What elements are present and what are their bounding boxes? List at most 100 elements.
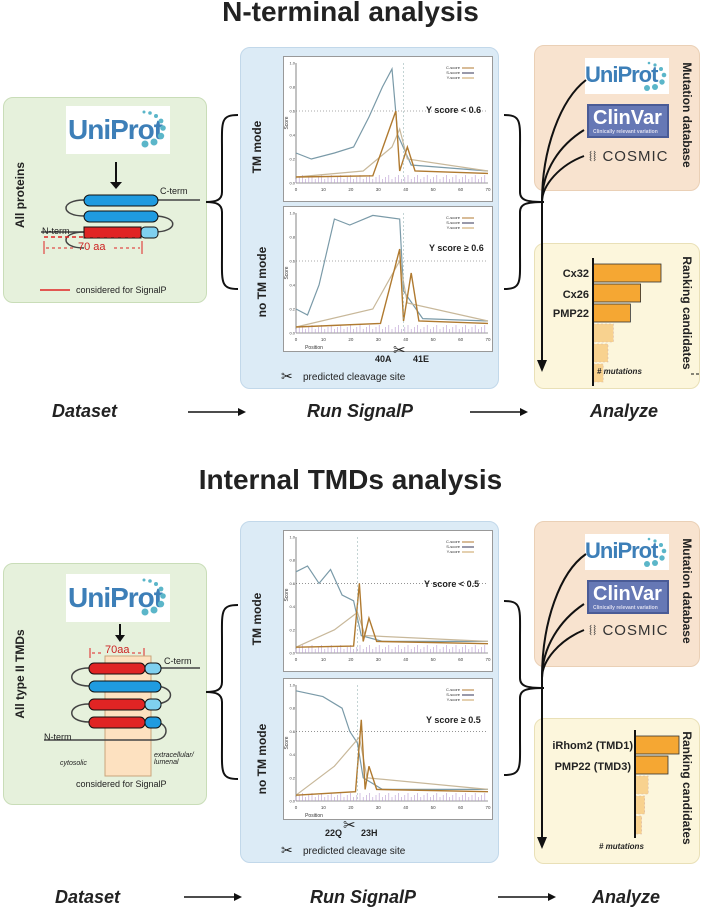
ranking-bar-faded [634, 795, 645, 815]
y-tick-label: 0.4 [289, 283, 295, 288]
clinvar-logo: ClinVar Clinically relevant variation [587, 104, 669, 138]
ranking-bar-faded [592, 323, 614, 343]
tm-mode-label: TM mode [250, 120, 264, 174]
arrow-3 [184, 893, 242, 901]
mutation-db-label-bottom: Mutation database [680, 538, 694, 644]
x-tick-label: 50 [431, 187, 437, 192]
cytosolic-label: cytosolic [60, 760, 87, 767]
x-tick-label: 40 [403, 337, 409, 342]
x-tick-label: 70 [485, 657, 491, 662]
y-tick-label: 0.4 [289, 752, 295, 757]
dna-icon: ⧙⧘ [589, 622, 598, 639]
x-tick-label: 20 [348, 657, 354, 662]
plot-legend-label: Y-score [447, 75, 461, 80]
aa-label: 70 aa [78, 241, 106, 253]
plot-legend-label: S-score [446, 544, 461, 549]
x-tick-label: 50 [431, 657, 437, 662]
x-tick-label: 70 [485, 805, 491, 810]
stage-dataset-bottom: Dataset [55, 887, 121, 907]
cleave-note-bottom: predicted cleavage site [303, 846, 406, 857]
score-axis-label: Score [284, 266, 290, 279]
right-brace-bottom [503, 600, 545, 776]
x-tick-label: 60 [458, 805, 464, 810]
uniprot-logo-bottom: UniProt [66, 574, 170, 622]
mutation-db-label: Mutation database [680, 62, 694, 168]
signalp-plot-notm: 0 10 20 30 40 50 60 70 0.0 0.2 0.4 0.6 0.8 1.0 Score C-… [283, 206, 493, 352]
position-axis-label: Position [305, 345, 323, 351]
y-score-line [295, 259, 489, 328]
y-tick-label: 0.8 [289, 706, 295, 711]
cleave-left-bottom: 22Q [325, 828, 343, 838]
dna-icon: ⧙⧘ [589, 148, 598, 165]
left-brace [205, 114, 239, 290]
y-tick-label: 0.2 [289, 775, 295, 780]
y-tick-label: 0.6 [289, 729, 295, 734]
candidate-label-2: Cx26 [562, 289, 589, 301]
c-score-line [295, 583, 489, 648]
mutation-db-panel: Mutation database UniProt ClinVar Clinic… [534, 45, 700, 191]
plot-legend-label: S-score [446, 70, 461, 75]
plot-legend-label: C-score [446, 687, 461, 692]
ranking-bar [592, 263, 662, 283]
position-axis-label: Position [305, 813, 323, 819]
uniprot-dots-icon [141, 110, 166, 148]
x-tick-label: 30 [376, 805, 382, 810]
signalp-plot-tm: 0 10 20 30 40 50 60 70 0.0 0.2 0.4 0.6 0.8 1.0 Score C-… [283, 56, 493, 202]
ranking-bar-faded [592, 363, 604, 383]
uniprot-logo: UniProt [66, 106, 170, 154]
ranking-bar-faded [634, 775, 649, 795]
s-score-line [295, 214, 489, 322]
x-tick-label: 40 [403, 657, 409, 662]
y-tick-label: 0.8 [289, 85, 295, 90]
x-tick-label: 10 [321, 187, 327, 192]
y-tick-label: 0.6 [289, 109, 295, 114]
s-score-line [295, 565, 488, 643]
signalp-plot-notm-bottom: 0 10 20 30 40 50 60 70 0.0 0.2 0.4 0.6 0.8 1.0 Score C-… [283, 678, 493, 820]
candidate-label-3: PMP22 [552, 308, 589, 320]
y-tick-label: 1.0 [289, 211, 295, 216]
no-tm-mode-label-bottom: no TM mode [255, 723, 269, 795]
ranking-bar [634, 755, 669, 775]
x-tick-label: 20 [348, 805, 354, 810]
signalp-plot-tm-bottom: 0 10 20 30 40 50 60 70 0.0 0.2 0.4 0.6 0.8 1.0 Score C-… [283, 530, 493, 672]
y-score-line [295, 735, 489, 796]
scissors-icon: ✂ [393, 342, 406, 359]
x-tick-label: 0 [295, 337, 298, 342]
y-tick-label: 0.6 [289, 581, 295, 586]
x-tick-label: 30 [376, 187, 382, 192]
clinvar-logo-bottom: ClinVar Clinically relevant variation [587, 580, 669, 614]
y-tick-label: 0.0 [289, 799, 295, 804]
plot-legend-label: S-score [446, 220, 461, 225]
right-brace [503, 114, 545, 290]
x-tick-label: 20 [348, 337, 354, 342]
cleave-right: 41E [413, 354, 430, 364]
ranking-bar [634, 735, 680, 755]
scissors-legend-icon: ✂ [281, 368, 293, 384]
y-tick-label: 0.8 [289, 235, 295, 240]
signalp-panel-top: TM mode no TM mode 0 10 20 30 40 50 60 70 0.0 0.2… [240, 47, 499, 389]
y-score-line [295, 611, 489, 648]
score-axis-label: Score [284, 116, 290, 129]
aa-label-bottom: 70aa [105, 644, 130, 656]
x-tick-label: 30 [376, 337, 382, 342]
x-tick-label: 0 [295, 657, 298, 662]
y-tick-label: 0.2 [289, 157, 295, 162]
stage-run-bottom: Run SignalP [310, 887, 417, 907]
db-connector-top [537, 79, 587, 372]
c-score-line [295, 110, 489, 178]
db-connector-bottom [537, 553, 587, 849]
x-tick-label: 50 [431, 337, 437, 342]
tm-mode-label-bottom: TM mode [250, 592, 264, 646]
x-tick-label: 60 [458, 657, 464, 662]
ranking-bar [592, 283, 641, 303]
ranking-bars-bottom [634, 730, 680, 838]
x-tick-label: 30 [376, 657, 382, 662]
plot-legend-label: S-score [446, 692, 461, 697]
y-score-note-bottom: Y score < 0.5 [424, 579, 480, 589]
plot-legend-label: Y-score [447, 697, 461, 702]
dataset-panel-bottom: All type II TMDs UniProt 70aa C-term N-t… [3, 563, 207, 805]
x-tick-label: 70 [485, 187, 491, 192]
plot-legend-label: Y-score [447, 549, 461, 554]
y-tick-label: 0.0 [289, 651, 295, 656]
x-tick-label: 0 [295, 187, 298, 192]
